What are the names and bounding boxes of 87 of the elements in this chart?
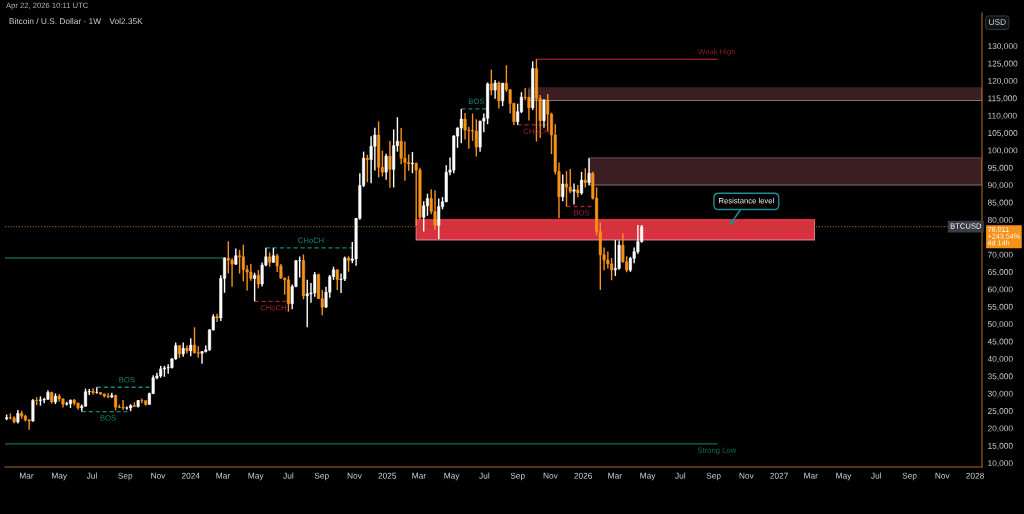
y-tick-label: 125,000 <box>988 60 1018 68</box>
candlestick <box>583 167 587 189</box>
candlestick <box>437 197 441 240</box>
x-tick-label: Sep <box>706 472 721 481</box>
candlestick <box>238 249 242 275</box>
y-tick-label: 15,000 <box>988 442 1013 450</box>
x-tick-label: May <box>444 472 460 481</box>
candlestick <box>140 397 144 404</box>
y-tick-label: 25,000 <box>987 408 1013 415</box>
candlestick <box>580 171 584 196</box>
candlestick <box>305 279 309 329</box>
x-tick-label: 2025 <box>378 472 397 479</box>
x-tick-label: 2026 <box>574 472 593 479</box>
candlestick <box>497 80 501 110</box>
candlestick <box>335 268 339 291</box>
x-tick-label: Mar <box>804 472 818 479</box>
y-tick-label: 115,000 <box>988 95 1017 103</box>
x-tick-label: Mar <box>608 472 622 479</box>
x-tick-label: Sep <box>118 472 133 481</box>
y-tick-label: 80,000 <box>987 216 1013 224</box>
x-tick-label: Mar <box>19 472 34 479</box>
y-tick-label: 40,000 <box>987 355 1013 363</box>
candlestick <box>542 98 546 129</box>
candlestick <box>474 118 478 158</box>
candlestick <box>253 272 257 302</box>
y-tick-label: 50,000 <box>987 321 1013 329</box>
candlestick <box>564 170 569 208</box>
y-tick-label: 130,000 <box>988 43 1018 51</box>
candlestick <box>433 189 437 231</box>
x-tick-label: Mar <box>216 472 230 479</box>
candlestick <box>587 157 591 187</box>
y-tick-label: 45,000 <box>987 338 1013 346</box>
y-tick-label: 20,000 <box>987 425 1013 433</box>
y-axis-title: USD <box>989 19 1006 25</box>
y-tick-label: 100,000 <box>988 147 1018 155</box>
chart-subtitle: Vol2.35K <box>109 18 143 25</box>
x-tick-label: May <box>52 472 68 481</box>
x-tick-label: Nov <box>935 472 950 479</box>
candlestick <box>31 398 35 423</box>
x-tick-label: Jul <box>479 472 490 479</box>
x-tick-label: Jul <box>871 472 882 479</box>
y-tick-label: 110,000 <box>988 112 1017 120</box>
x-tick-label: 2027 <box>770 472 788 479</box>
x-tick-label: Nov <box>543 472 558 479</box>
candlestick <box>185 344 189 355</box>
x-tick-label: Nov <box>347 472 362 479</box>
y-tick-label: 70,000 <box>987 251 1013 259</box>
x-tick-label: May <box>640 472 656 481</box>
x-tick-label: 2024 <box>181 472 200 479</box>
x-tick-label: Nov <box>151 472 166 479</box>
candlestick <box>365 154 369 183</box>
candlestick <box>459 108 463 145</box>
y-tick-label: 30,000 <box>987 390 1013 398</box>
x-tick-label: Jul <box>675 472 686 479</box>
x-tick-label: Sep <box>510 472 525 481</box>
candlestick <box>561 173 565 203</box>
y-tick-label: 55,000 <box>987 303 1013 311</box>
y-tick-label: 60,000 <box>987 286 1013 294</box>
candlestick <box>414 161 418 227</box>
x-tick-label: Jul <box>283 472 294 479</box>
candlestick <box>388 140 392 189</box>
x-tick-label: Jul <box>86 472 97 479</box>
y-tick-label: 65,000 <box>987 269 1013 276</box>
candlestick <box>572 182 576 206</box>
candlestick <box>425 193 429 217</box>
x-tick-label: Sep <box>314 472 329 481</box>
candlestick <box>256 269 260 290</box>
x-tick-label: Mar <box>412 472 426 479</box>
x-tick-label: 2028 <box>966 472 984 479</box>
candlestick <box>27 418 31 431</box>
y-tick-label: 35,000 <box>987 373 1013 381</box>
y-tick-label: 120,000 <box>988 77 1018 85</box>
y-tick-label: 105,000 <box>988 130 1018 137</box>
y-tick-label: 95,000 <box>987 164 1013 172</box>
y-tick-label: 85,000 <box>987 199 1013 207</box>
y-tick-label: 10,000 <box>988 460 1013 468</box>
y-tick-label: 90,000 <box>987 182 1013 190</box>
chart-title: Bitcoin / U.S. Dollar · 1W <box>9 18 102 25</box>
x-tick-label: May <box>836 472 852 481</box>
candlestick <box>489 68 493 97</box>
x-tick-label: May <box>248 472 264 481</box>
x-tick-label: Sep <box>902 472 917 481</box>
x-tick-label: Nov <box>739 472 754 479</box>
candlestick <box>493 79 497 100</box>
candlestick <box>384 153 388 181</box>
candlestick <box>613 239 617 277</box>
candlestick <box>121 399 125 411</box>
